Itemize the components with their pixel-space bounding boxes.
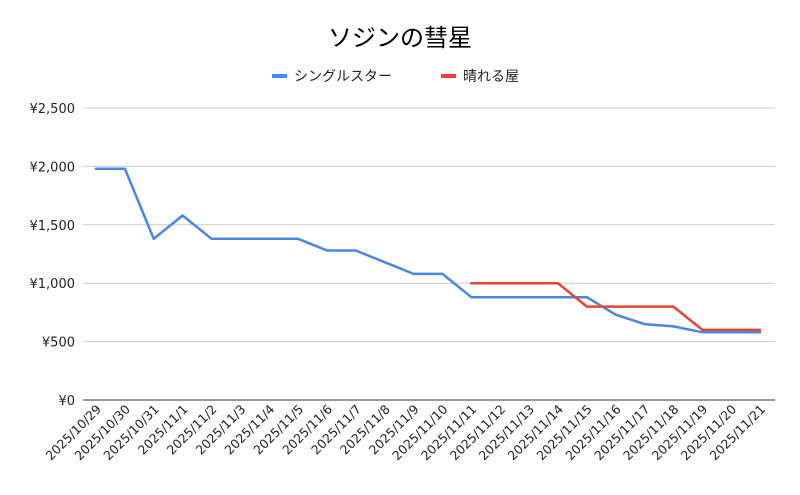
y-tick-label: ¥500 bbox=[42, 336, 75, 351]
series-line-1 bbox=[94, 167, 762, 334]
gridlines bbox=[83, 107, 775, 401]
y-tick-label: ¥2,000 bbox=[30, 160, 76, 175]
series-lines bbox=[94, 167, 762, 334]
y-tick-label: ¥1,000 bbox=[30, 277, 76, 292]
series-line-2 bbox=[470, 281, 762, 332]
y-axis-tick-labels: ¥0 ¥500 ¥1,000 ¥1,500 ¥2,000 ¥2,500 bbox=[30, 102, 76, 409]
legend-label: 晴れる屋 bbox=[463, 69, 519, 85]
legend-label: シングルスター bbox=[294, 69, 392, 85]
x-axis-tick-labels: 2025/10/292025/10/302025/10/312025/11/12… bbox=[43, 401, 769, 463]
chart-title: ソジンの彗星 bbox=[328, 24, 472, 52]
y-tick-label: ¥1,500 bbox=[30, 219, 76, 234]
legend: シングルスター 晴れる屋 bbox=[272, 69, 519, 85]
y-tick-label: ¥2,500 bbox=[30, 102, 76, 117]
y-tick-label: ¥0 bbox=[58, 394, 75, 409]
